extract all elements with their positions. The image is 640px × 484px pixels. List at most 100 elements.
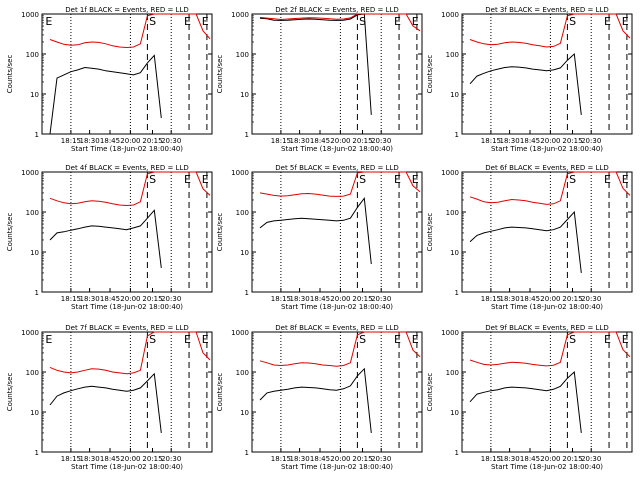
chart-title: Det 7f BLACK = Events, RED = LLD — [65, 324, 188, 332]
chart-title: Det 5f BLACK = Events, RED = LLD — [275, 164, 398, 172]
y-tick-label: 1 — [35, 289, 39, 297]
chart-panel-3: Det 3f BLACK = Events, RED = LLD Counts/s… — [426, 6, 633, 153]
x-tick-label: 18:30 — [500, 295, 520, 303]
x-axis-label: Start Time (18-Jun-02 18:00:40) — [71, 303, 183, 311]
interval-marker-s: S — [569, 333, 576, 346]
x-tick-label: 18:45 — [310, 137, 330, 145]
x-axis-label: Start Time (18-Jun-02 18:00:40) — [281, 145, 393, 153]
x-tick-label: 18:30 — [80, 295, 100, 303]
x-tick-label: 20:30 — [161, 455, 181, 463]
x-tick-label: 20:00 — [330, 455, 350, 463]
y-tick-label: 1 — [35, 449, 39, 457]
series-lld-line — [469, 171, 631, 205]
interval-marker-e: E — [412, 15, 419, 28]
y-tick-label: 1000 — [21, 11, 39, 19]
series-events-line — [469, 52, 582, 115]
interval-marker-s: S — [569, 15, 576, 28]
interval-marker-e: E — [184, 15, 191, 28]
series-events-line — [259, 13, 372, 115]
y-tick-label: 100 — [446, 369, 459, 377]
x-tick-label: 18:45 — [520, 137, 540, 145]
series-lld-line — [49, 13, 211, 49]
y-tick-label: 10 — [30, 91, 39, 99]
y-axis-label: Counts/sec — [216, 213, 224, 252]
chart-panel-4: Det 4f BLACK = Events, RED = LLD Counts/s… — [6, 164, 213, 311]
chart-panel-2: Det 2f BLACK = Events, RED = LLD Counts/s… — [216, 6, 423, 153]
y-tick-label: 1000 — [441, 329, 459, 337]
interval-marker-s: S — [359, 173, 366, 186]
interval-marker-s: S — [359, 15, 366, 28]
plot-frame — [461, 13, 633, 135]
chart-title: Det 9f BLACK = Events, RED = LLD — [485, 324, 608, 332]
interval-marker-e: E — [45, 333, 52, 346]
series-events-line — [259, 367, 372, 433]
interval-marker-e: E — [622, 15, 629, 28]
series-events-line — [469, 210, 582, 273]
y-axis-label: Counts/sec — [216, 55, 224, 94]
x-tick-label: 18:30 — [290, 455, 310, 463]
x-tick-label: 20:30 — [371, 295, 391, 303]
series-lld-line — [259, 331, 421, 367]
x-tick-label: 18:30 — [500, 455, 520, 463]
series-events-line — [469, 370, 582, 433]
x-tick-label: 18:15 — [481, 455, 501, 463]
x-tick-label: 20:15 — [562, 295, 582, 303]
series-events-line — [49, 209, 162, 268]
x-axis-label: Start Time (18-Jun-02 18:00:40) — [281, 463, 393, 471]
series-events-line — [49, 372, 162, 433]
x-tick-label: 18:15 — [271, 295, 291, 303]
x-tick-label: 20:30 — [161, 295, 181, 303]
y-tick-label: 1000 — [441, 169, 459, 177]
plot-frame — [41, 171, 213, 293]
chart-panel-7: Det 7f BLACK = Events, RED = LLD Counts/s… — [6, 324, 213, 471]
interval-marker-e: E — [202, 15, 209, 28]
y-tick-label: 100 — [446, 209, 459, 217]
interval-marker-s: S — [149, 15, 156, 28]
plot-frame — [41, 331, 213, 453]
x-tick-label: 18:30 — [290, 295, 310, 303]
plot-frame — [251, 171, 423, 293]
x-tick-label: 20:15 — [562, 455, 582, 463]
x-tick-label: 20:30 — [161, 137, 181, 145]
x-tick-label: 20:15 — [352, 137, 372, 145]
x-tick-label: 18:15 — [481, 295, 501, 303]
x-axis-label: Start Time (18-Jun-02 18:00:40) — [71, 463, 183, 471]
interval-marker-e: E — [604, 173, 611, 186]
series-lld-line — [49, 171, 211, 207]
y-tick-label: 1 — [455, 289, 459, 297]
y-tick-label: 10 — [240, 249, 249, 257]
x-tick-label: 18:45 — [310, 455, 330, 463]
x-tick-label: 20:00 — [120, 137, 140, 145]
x-tick-label: 18:15 — [271, 455, 291, 463]
x-tick-label: 18:15 — [61, 295, 81, 303]
interval-marker-e: E — [394, 15, 401, 28]
interval-marker-s: S — [359, 333, 366, 346]
y-tick-label: 1000 — [231, 169, 249, 177]
y-tick-label: 1 — [455, 449, 459, 457]
x-tick-label: 20:30 — [581, 455, 601, 463]
chart-panel-5: Det 5f BLACK = Events, RED = LLD Counts/s… — [216, 164, 423, 311]
x-tick-label: 18:45 — [520, 295, 540, 303]
y-tick-label: 100 — [26, 51, 39, 59]
y-tick-label: 1000 — [21, 169, 39, 177]
y-tick-label: 10 — [30, 249, 39, 257]
x-tick-label: 18:45 — [100, 455, 120, 463]
chart-title: Det 1f BLACK = Events, RED = LLD — [65, 6, 188, 14]
y-axis-label: Counts/sec — [216, 373, 224, 412]
interval-marker-e: E — [412, 333, 419, 346]
x-tick-label: 20:15 — [142, 455, 162, 463]
y-axis-label: Counts/sec — [426, 213, 434, 252]
interval-marker-s: S — [149, 333, 156, 346]
x-tick-label: 18:45 — [520, 455, 540, 463]
y-tick-label: 1 — [35, 131, 39, 139]
y-axis-label: Counts/sec — [6, 55, 14, 94]
x-tick-label: 20:00 — [120, 295, 140, 303]
series-lld-line — [259, 13, 421, 32]
series-lld-line — [469, 13, 631, 48]
y-tick-label: 100 — [236, 369, 249, 377]
interval-marker-e: E — [45, 15, 52, 28]
x-tick-label: 20:00 — [540, 295, 560, 303]
chart-panel-6: Det 6f BLACK = Events, RED = LLD Counts/s… — [426, 164, 633, 311]
interval-marker-e: E — [622, 333, 629, 346]
